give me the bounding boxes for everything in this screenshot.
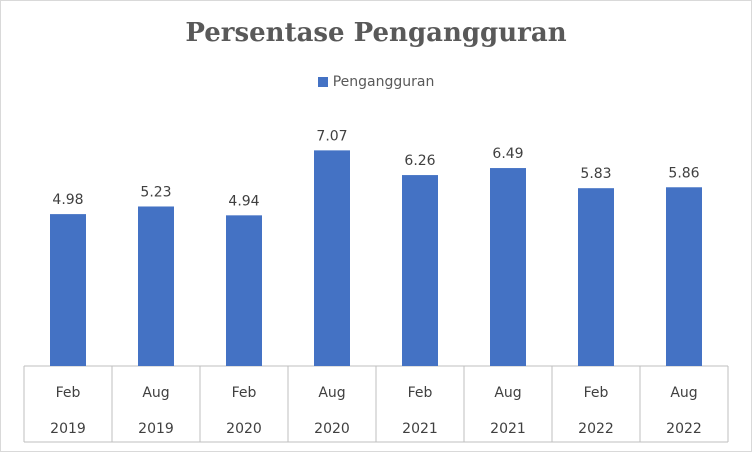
category-label-month: Aug <box>142 385 169 401</box>
legend-swatch <box>317 77 328 87</box>
bar <box>138 206 174 366</box>
data-label: 5.83 <box>580 166 611 182</box>
bar <box>578 188 614 366</box>
legend-label: Pengangguran <box>332 74 435 90</box>
category-label-year: 2021 <box>402 421 438 437</box>
category-label-month: Feb <box>232 385 257 401</box>
legend: Pengangguran <box>0 74 752 90</box>
category-label-year: 2020 <box>314 421 350 437</box>
category-label-year: 2020 <box>226 421 262 437</box>
data-label: 5.23 <box>140 184 171 200</box>
category-label-month: Aug <box>318 385 345 401</box>
category-label-month: Aug <box>494 385 521 401</box>
bar <box>226 215 262 366</box>
bar <box>490 168 526 366</box>
bar <box>314 150 350 366</box>
category-label-year: 2022 <box>666 421 702 437</box>
data-label: 7.07 <box>316 128 347 144</box>
category-label-month: Feb <box>408 385 433 401</box>
category-label-month: Aug <box>670 385 697 401</box>
category-label-month: Feb <box>584 385 609 401</box>
data-label: 6.49 <box>492 146 523 162</box>
bar <box>666 187 702 366</box>
data-label: 6.26 <box>404 153 435 169</box>
category-label-month: Feb <box>56 385 81 401</box>
bar <box>402 175 438 366</box>
category-label-year: 2019 <box>50 421 86 437</box>
category-label-year: 2021 <box>490 421 526 437</box>
chart-title: Persentase Pengangguran <box>185 18 567 48</box>
bar <box>50 214 86 366</box>
data-label: 4.98 <box>52 192 83 208</box>
data-label: 5.86 <box>668 165 699 181</box>
category-label-year: 2019 <box>138 421 174 437</box>
data-label: 4.94 <box>228 193 259 209</box>
category-label-year: 2022 <box>578 421 614 437</box>
